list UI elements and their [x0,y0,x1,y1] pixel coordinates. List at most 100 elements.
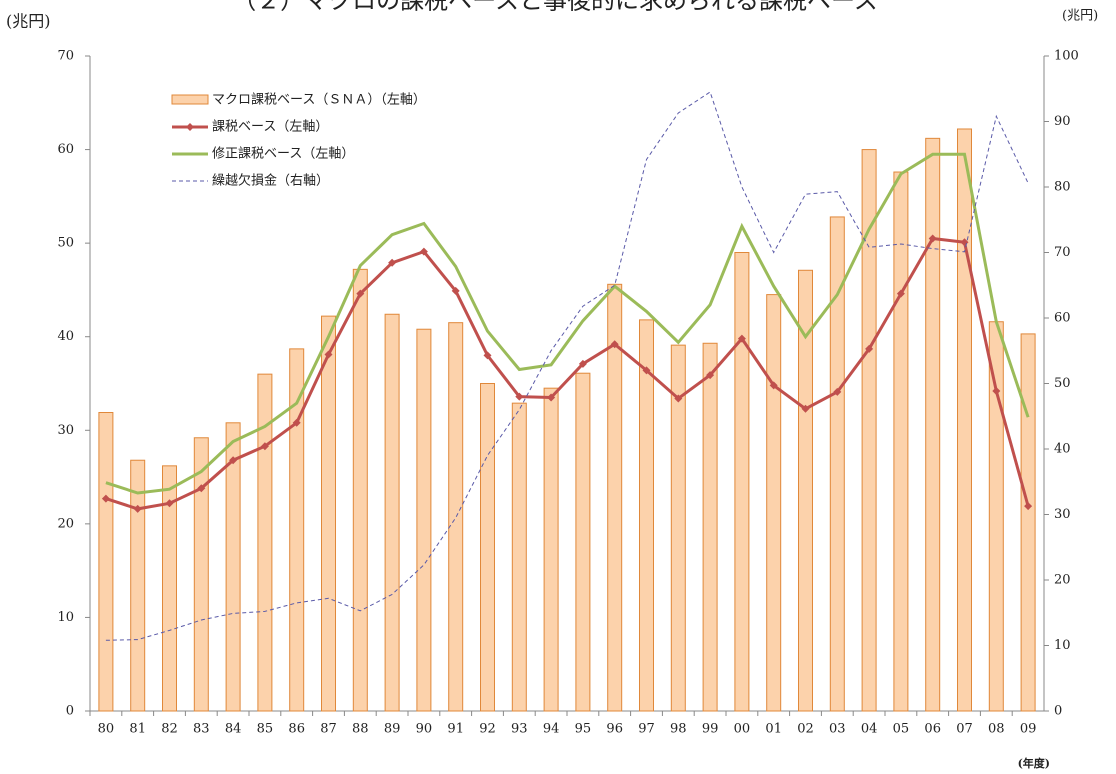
marker [610,340,619,349]
marker [992,386,1001,395]
y-tick-label: 60 [57,142,74,157]
marker [642,366,651,375]
marker [292,418,301,427]
x-tick-label: 09 [1020,722,1037,737]
y-tick-label: 0 [66,704,74,719]
y2-tick-label: 80 [1054,180,1071,195]
x-tick-label: 05 [893,722,910,737]
x-tick-label: 91 [447,722,464,737]
bar [384,313,400,712]
marker [769,381,778,390]
x-tick-label: 07 [956,722,973,737]
bar [162,465,177,712]
marker [197,484,206,493]
x-tick-label: 82 [161,722,178,737]
bar [670,344,686,712]
x-tick-label: 02 [797,722,814,737]
y2-tick-label: 20 [1054,573,1071,588]
x-tick-label: 98 [670,722,687,737]
x-tick-label: 99 [702,722,719,737]
y2-tick-label: 0 [1054,704,1062,719]
marker [547,393,556,402]
marker [737,334,746,343]
bar [257,373,273,712]
x-tick-label: 97 [638,722,655,737]
y-tick-label: 10 [57,610,74,625]
x-tick-label: 86 [288,722,305,737]
bar [861,149,877,712]
x-tick-label: 88 [352,722,369,737]
marker [165,499,174,508]
y2-tick-label: 60 [1054,311,1071,326]
x-tick-label: 04 [861,722,878,737]
marker [833,387,842,396]
marker [1024,502,1033,511]
marker [674,394,683,403]
x-tick-label: 93 [511,722,528,737]
x-tick-label: 83 [193,722,210,737]
y-tick-label: 30 [57,423,74,438]
bar [829,216,845,712]
x-tick-label: 84 [225,722,242,737]
legend-swatch [171,94,209,105]
y2-tick-label: 100 [1054,49,1079,64]
x-tick-label: 81 [129,722,146,737]
x-tick-label: 87 [320,722,337,737]
line [105,236,1030,511]
bar [321,315,336,712]
legend-label: 課税ベース（左軸） [212,119,328,135]
bar [575,372,591,712]
bar [957,128,972,712]
y-axis-unit: (兆円) [6,12,51,31]
y2-axis-unit: (兆円) [1062,9,1098,24]
x-tick-label: 80 [98,722,115,737]
bar [289,348,305,712]
bar [225,422,241,712]
x-axis-unit: (年度) [1018,756,1050,770]
bar [798,269,813,712]
marker [229,456,238,465]
bar [448,322,464,712]
bar [416,328,432,712]
x-tick-label: 90 [416,722,433,737]
marker [356,289,365,298]
bar [734,252,750,712]
legend-label: 修正課税ベース（左軸） [212,146,354,162]
marker [260,442,269,451]
y2-tick-label: 70 [1054,245,1071,260]
marker [324,350,333,359]
y-tick-label: 20 [57,516,74,531]
bar [893,171,909,712]
y2-tick-label: 40 [1054,442,1071,457]
marker [483,351,492,360]
bar [480,383,495,712]
bar [511,402,527,712]
bar [193,437,209,712]
x-tick-label: 96 [606,722,623,737]
chart-title: （２）マクロの課税ベースと事後的に求められる課税ベース [232,0,878,15]
marker [515,392,524,401]
marker [928,234,937,243]
marker [578,359,587,368]
x-tick-label: 03 [829,722,846,737]
bar [543,387,559,712]
x-tick-label: 94 [543,722,560,737]
bar [766,294,782,712]
x-tick-label: 95 [575,722,592,737]
y2-tick-label: 10 [1054,638,1071,653]
x-tick-label: 92 [479,722,496,737]
legend-marker [186,123,194,131]
marker [865,344,874,353]
line [105,91,1029,641]
bar [98,412,114,712]
legend-label: 繰越欠損金（右軸） [212,173,329,189]
y-tick-label: 70 [57,49,74,64]
bar [702,342,718,712]
marker [896,289,905,298]
marker [801,404,810,413]
marker [388,258,397,267]
marker [419,247,428,256]
legend-label: マクロ課税ベース（ＳＮＡ）（左軸） [212,92,426,108]
bar [639,319,654,712]
